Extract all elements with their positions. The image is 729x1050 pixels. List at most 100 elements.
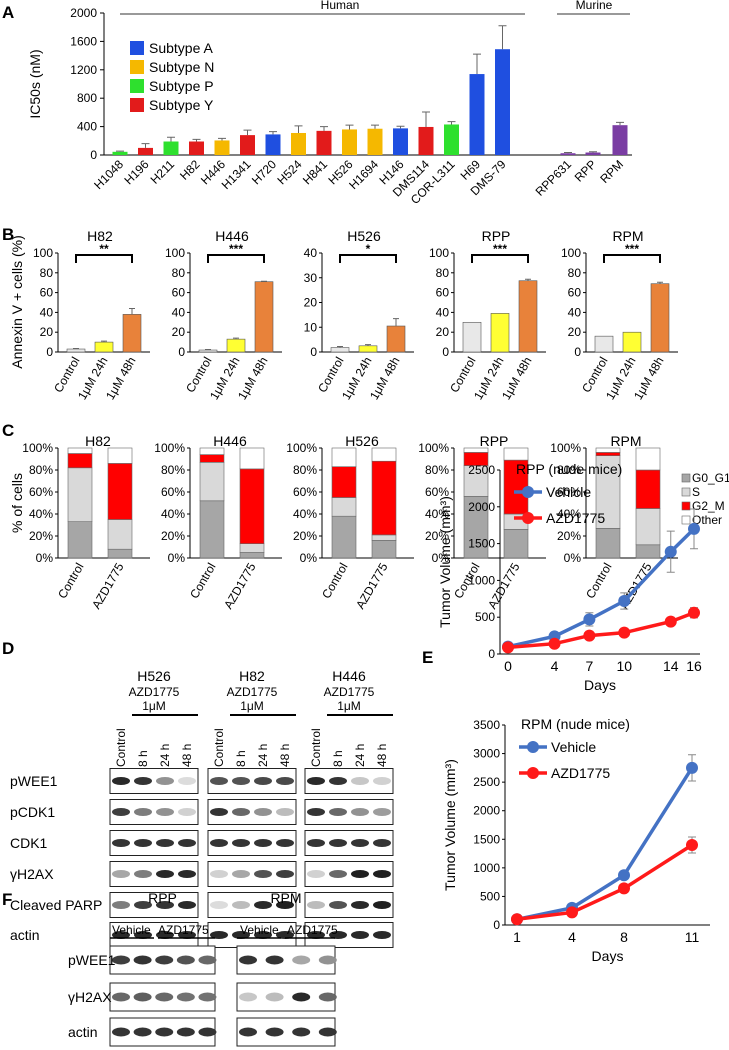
- c-chart-title: H526: [345, 433, 379, 449]
- a-category-label: H720: [249, 157, 279, 187]
- d-band: [329, 901, 347, 909]
- c-ytick-label: 0%: [432, 551, 450, 565]
- a-bar: [163, 141, 179, 155]
- c-stack-segment: [635, 508, 661, 546]
- d-lane-label: 8 h: [331, 750, 345, 767]
- a-error-bar: [589, 151, 597, 153]
- d-band: [307, 777, 325, 785]
- c-stack-segment: [503, 447, 529, 461]
- b-bar: [650, 283, 670, 353]
- c-stack-segment: [371, 447, 397, 462]
- d-band: [156, 931, 174, 939]
- b-ytick-label: 60: [568, 286, 582, 300]
- d-lane-label: 24 h: [353, 744, 367, 767]
- d-cell-line-label: H446: [332, 668, 366, 684]
- c-stack-segment: [371, 540, 397, 559]
- b-error-bar: [393, 318, 399, 327]
- d-band: [210, 931, 228, 939]
- f-band: [292, 1027, 311, 1037]
- d-band: [210, 870, 228, 878]
- d-band: [351, 870, 369, 878]
- c-legend-label: Other: [692, 513, 722, 527]
- c-stack-segment: [107, 519, 133, 550]
- c-stack-segment: [67, 453, 93, 469]
- c-ytick-label: 100%: [418, 441, 449, 455]
- c-stack-segment: [595, 527, 621, 559]
- a-ytick-label: 400: [77, 120, 97, 134]
- d-row-label: pWEE1: [10, 773, 58, 789]
- d-band: [254, 808, 272, 816]
- c-stack-segment: [199, 500, 225, 559]
- b-sig-bracket: [603, 254, 661, 263]
- f-band: [155, 955, 174, 965]
- a-bar: [291, 132, 306, 155]
- d-band: [329, 808, 347, 816]
- e-xtick-label: 1: [513, 929, 521, 945]
- e-legend-marker: [527, 741, 539, 753]
- b-ytick-label: 20: [304, 296, 318, 310]
- b-sig-label: ***: [493, 242, 507, 256]
- a-error-bar: [345, 124, 354, 130]
- b-bar: [386, 325, 406, 353]
- d-cell-line-label: H526: [137, 668, 171, 684]
- d-lane-label: 48 h: [180, 744, 194, 767]
- f-band: [318, 1027, 337, 1037]
- e-ytick-label: 1500: [473, 832, 500, 846]
- b-ytick-label: 10: [304, 320, 318, 334]
- c-ytick-label: 100%: [154, 441, 185, 455]
- d-band: [112, 931, 130, 939]
- c-category-label: Control: [319, 561, 350, 602]
- e-legend-label: AZD1775: [546, 510, 605, 526]
- f-row-label: γH2AX: [68, 989, 112, 1005]
- e-data-point: [583, 629, 596, 642]
- b-bar: [254, 281, 274, 353]
- d-band: [276, 931, 294, 939]
- b-ytick-label: 60: [172, 286, 186, 300]
- e-xtick-label: 11: [685, 929, 700, 945]
- d-row-label: Cleaved PARP: [10, 897, 102, 913]
- a-legend-swatch: [130, 79, 144, 93]
- e-data-point: [618, 626, 631, 639]
- c-ytick-label: 20%: [29, 529, 53, 543]
- a-error-bar: [141, 143, 150, 148]
- a-bar: [444, 124, 459, 155]
- c-ytick-label: 80%: [425, 463, 449, 477]
- e-ytick-label: 2500: [468, 463, 495, 477]
- c-category-label: Control: [55, 561, 86, 602]
- a-category-label: H1048: [91, 157, 126, 192]
- c-stack-segment: [239, 552, 265, 559]
- e-xtick-label: 7: [585, 658, 593, 674]
- f-band: [155, 1027, 174, 1037]
- d-band: [112, 901, 130, 909]
- d-row-label: γH2AX: [10, 866, 54, 882]
- a-bar: [112, 151, 128, 155]
- d-band: [210, 777, 228, 785]
- a-error-bar: [116, 150, 124, 152]
- a-error-bar: [192, 138, 201, 142]
- c-chart-title: H82: [85, 433, 111, 449]
- e-ytick-label: 2500: [473, 775, 500, 789]
- a-legend-swatch: [130, 98, 144, 112]
- a-bar: [418, 126, 434, 155]
- f-band: [176, 992, 195, 1002]
- c-ytick-label: 0%: [564, 551, 582, 565]
- b-sig-bracket: [471, 254, 529, 263]
- panel-letter-f: F: [2, 890, 12, 909]
- f-group-label-vehicle: Vehicle: [240, 923, 279, 937]
- d-dose-label: 1μM: [240, 699, 264, 713]
- b-sig-label: ***: [625, 242, 639, 256]
- f-band: [318, 992, 337, 1002]
- a-error-bar: [167, 136, 175, 142]
- d-band: [373, 901, 391, 909]
- e-ytick-label: 3500: [473, 718, 500, 732]
- e-ytick-label: 3000: [473, 747, 500, 761]
- f-band: [198, 1027, 217, 1037]
- f-band: [176, 955, 195, 965]
- e-xtick-label: 0: [504, 658, 512, 674]
- b-bar: [622, 331, 642, 353]
- c-ytick-label: 100%: [22, 441, 53, 455]
- c-stack-segment: [635, 544, 661, 559]
- b-bar: [66, 348, 86, 353]
- a-bar: [265, 134, 281, 155]
- e-legend-marker: [522, 512, 534, 524]
